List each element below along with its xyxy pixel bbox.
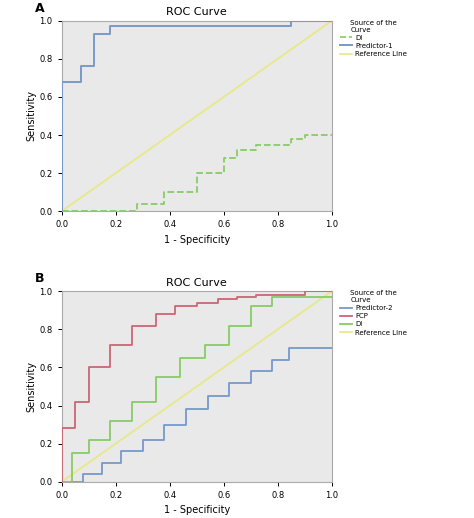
- Y-axis label: Sensitivity: Sensitivity: [27, 91, 36, 141]
- X-axis label: 1 - Specificity: 1 - Specificity: [164, 235, 230, 245]
- Legend: Predictor-2, FCP, DI, Reference Line: Predictor-2, FCP, DI, Reference Line: [337, 287, 410, 338]
- Title: ROC Curve: ROC Curve: [166, 278, 227, 287]
- Text: B: B: [35, 272, 44, 285]
- Legend: DI, Predictor-1, Reference Line: DI, Predictor-1, Reference Line: [337, 17, 410, 60]
- Text: A: A: [35, 2, 44, 15]
- Title: ROC Curve: ROC Curve: [166, 7, 227, 17]
- Y-axis label: Sensitivity: Sensitivity: [27, 361, 36, 412]
- X-axis label: 1 - Specificity: 1 - Specificity: [164, 506, 230, 515]
